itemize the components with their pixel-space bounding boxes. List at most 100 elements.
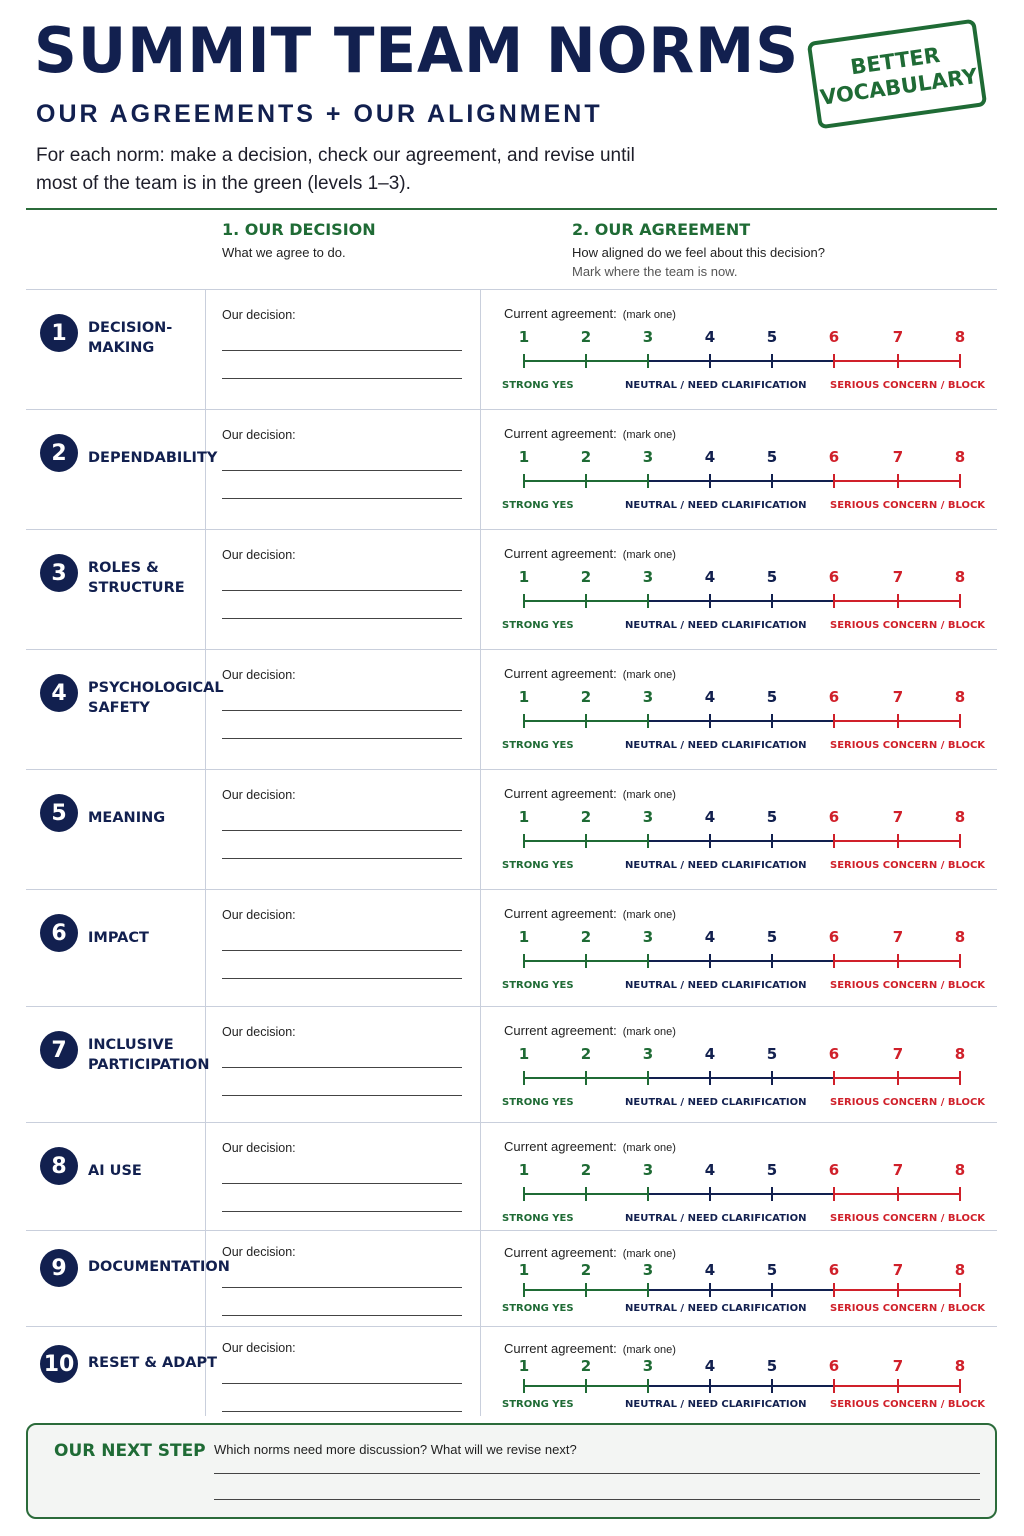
- scale-tick[interactable]: [523, 1379, 525, 1393]
- scale-level-3[interactable]: 3: [642, 688, 654, 706]
- scale-level-5[interactable]: 5: [766, 928, 778, 946]
- scale-tick[interactable]: [709, 954, 711, 968]
- decision-write-line[interactable]: [222, 1095, 462, 1096]
- scale-tick[interactable]: [897, 1071, 899, 1085]
- decision-write-line[interactable]: [222, 1067, 462, 1068]
- scale-tick[interactable]: [959, 474, 961, 488]
- scale-tick[interactable]: [585, 594, 587, 608]
- scale-tick[interactable]: [771, 834, 773, 848]
- scale-level-5[interactable]: 5: [766, 1357, 778, 1375]
- scale-tick[interactable]: [897, 474, 899, 488]
- scale-tick[interactable]: [833, 354, 835, 368]
- scale-tick[interactable]: [647, 1283, 649, 1297]
- scale-level-1[interactable]: 1: [518, 568, 530, 586]
- scale-level-2[interactable]: 2: [580, 808, 592, 826]
- scale-tick[interactable]: [523, 714, 525, 728]
- scale-level-7[interactable]: 7: [892, 928, 904, 946]
- scale-level-4[interactable]: 4: [704, 688, 716, 706]
- scale-level-3[interactable]: 3: [642, 808, 654, 826]
- scale-level-6[interactable]: 6: [828, 1045, 840, 1063]
- scale-level-7[interactable]: 7: [892, 1045, 904, 1063]
- scale-level-5[interactable]: 5: [766, 328, 778, 346]
- decision-write-line[interactable]: [222, 738, 462, 739]
- scale-tick[interactable]: [833, 594, 835, 608]
- scale-tick[interactable]: [771, 594, 773, 608]
- decision-write-line[interactable]: [222, 1315, 462, 1316]
- scale-level-6[interactable]: 6: [828, 688, 840, 706]
- scale-level-2[interactable]: 2: [580, 1045, 592, 1063]
- scale-level-1[interactable]: 1: [518, 1161, 530, 1179]
- scale-tick[interactable]: [585, 834, 587, 848]
- decision-write-line[interactable]: [222, 710, 462, 711]
- scale-tick[interactable]: [647, 1187, 649, 1201]
- scale-tick[interactable]: [523, 354, 525, 368]
- scale-tick[interactable]: [709, 1071, 711, 1085]
- scale-tick[interactable]: [897, 1283, 899, 1297]
- scale-tick[interactable]: [647, 1071, 649, 1085]
- scale-tick[interactable]: [833, 474, 835, 488]
- scale-level-7[interactable]: 7: [892, 1261, 904, 1279]
- scale-tick[interactable]: [709, 594, 711, 608]
- scale-level-1[interactable]: 1: [518, 1261, 530, 1279]
- scale-level-5[interactable]: 5: [766, 808, 778, 826]
- scale-level-5[interactable]: 5: [766, 1261, 778, 1279]
- scale-tick[interactable]: [771, 1187, 773, 1201]
- scale-level-8[interactable]: 8: [954, 1161, 966, 1179]
- scale-level-4[interactable]: 4: [704, 448, 716, 466]
- scale-level-2[interactable]: 2: [580, 688, 592, 706]
- scale-level-5[interactable]: 5: [766, 1045, 778, 1063]
- decision-write-line[interactable]: [222, 1383, 462, 1384]
- scale-tick[interactable]: [771, 954, 773, 968]
- scale-tick[interactable]: [585, 714, 587, 728]
- scale-tick[interactable]: [897, 1187, 899, 1201]
- scale-tick[interactable]: [897, 1379, 899, 1393]
- scale-level-8[interactable]: 8: [954, 928, 966, 946]
- scale-level-4[interactable]: 4: [704, 568, 716, 586]
- scale-level-6[interactable]: 6: [828, 1261, 840, 1279]
- scale-level-1[interactable]: 1: [518, 688, 530, 706]
- scale-tick[interactable]: [585, 474, 587, 488]
- scale-tick[interactable]: [709, 1283, 711, 1297]
- scale-level-3[interactable]: 3: [642, 328, 654, 346]
- scale-level-2[interactable]: 2: [580, 1161, 592, 1179]
- scale-tick[interactable]: [959, 354, 961, 368]
- scale-tick[interactable]: [585, 1187, 587, 1201]
- scale-level-8[interactable]: 8: [954, 1045, 966, 1063]
- scale-level-8[interactable]: 8: [954, 328, 966, 346]
- scale-level-8[interactable]: 8: [954, 568, 966, 586]
- scale-level-2[interactable]: 2: [580, 1261, 592, 1279]
- decision-write-line[interactable]: [222, 858, 462, 859]
- scale-level-5[interactable]: 5: [766, 568, 778, 586]
- scale-level-8[interactable]: 8: [954, 808, 966, 826]
- decision-write-line[interactable]: [222, 830, 462, 831]
- decision-write-line[interactable]: [222, 590, 462, 591]
- scale-tick[interactable]: [647, 474, 649, 488]
- scale-level-7[interactable]: 7: [892, 1161, 904, 1179]
- scale-level-7[interactable]: 7: [892, 448, 904, 466]
- scale-tick[interactable]: [523, 474, 525, 488]
- decision-write-line[interactable]: [222, 1211, 462, 1212]
- scale-level-7[interactable]: 7: [892, 1357, 904, 1375]
- scale-level-6[interactable]: 6: [828, 1161, 840, 1179]
- scale-tick[interactable]: [709, 474, 711, 488]
- scale-tick[interactable]: [771, 354, 773, 368]
- scale-level-1[interactable]: 1: [518, 328, 530, 346]
- scale-level-4[interactable]: 4: [704, 1045, 716, 1063]
- decision-write-line[interactable]: [222, 950, 462, 951]
- scale-level-6[interactable]: 6: [828, 328, 840, 346]
- scale-tick[interactable]: [523, 1187, 525, 1201]
- decision-write-line[interactable]: [222, 1287, 462, 1288]
- scale-tick[interactable]: [585, 1379, 587, 1393]
- scale-tick[interactable]: [709, 1187, 711, 1201]
- scale-tick[interactable]: [523, 954, 525, 968]
- scale-tick[interactable]: [959, 714, 961, 728]
- scale-level-8[interactable]: 8: [954, 1357, 966, 1375]
- scale-level-4[interactable]: 4: [704, 1261, 716, 1279]
- next-step-write-line[interactable]: [214, 1499, 980, 1500]
- scale-tick[interactable]: [959, 1283, 961, 1297]
- scale-level-7[interactable]: 7: [892, 328, 904, 346]
- scale-level-2[interactable]: 2: [580, 928, 592, 946]
- scale-level-8[interactable]: 8: [954, 448, 966, 466]
- decision-write-line[interactable]: [222, 378, 462, 379]
- scale-level-2[interactable]: 2: [580, 568, 592, 586]
